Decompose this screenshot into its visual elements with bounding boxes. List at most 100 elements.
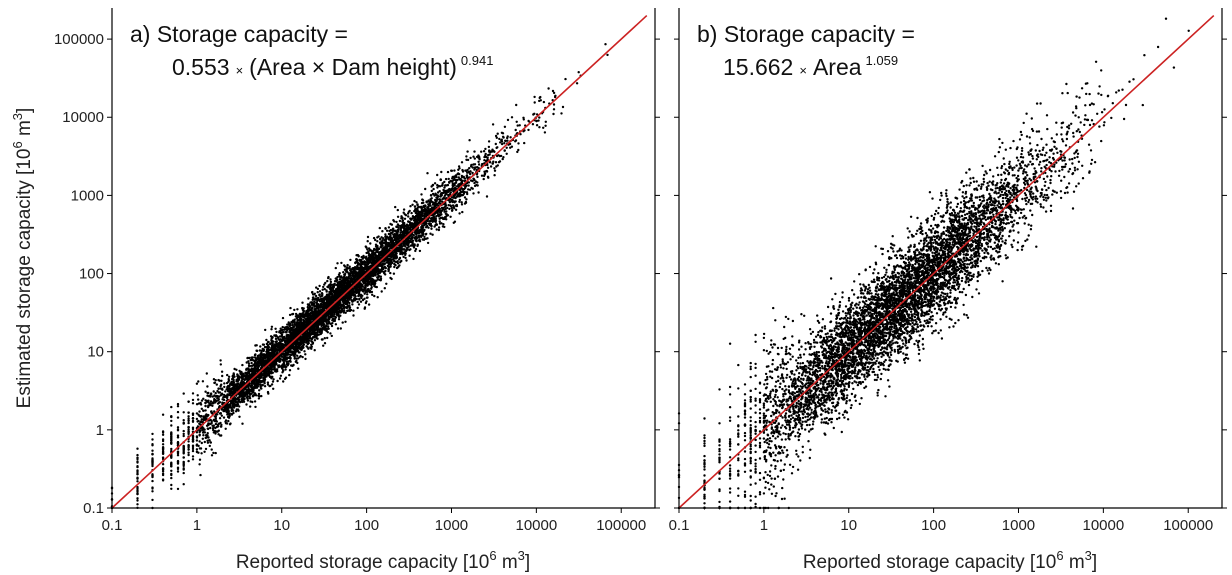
panel-a-point [516,124,519,127]
panel-a-point [443,225,446,229]
panel-a-point [440,170,443,174]
panel-a-point [357,294,360,298]
panel-a-point [161,443,165,446]
panel-a-point [446,170,450,174]
panel-a-point [402,208,406,211]
panel-a-point [404,256,407,260]
panel-a-point [151,479,154,483]
panel-a-point [356,258,359,262]
panel-a-point [170,435,173,439]
panel-a-point [195,439,199,442]
panel-a-point [402,255,405,259]
panel-a-point [454,196,457,200]
panel-a-point [363,286,366,289]
panel-a-point [518,124,521,127]
panel-a-point [310,338,313,341]
panel-a-point [254,405,257,409]
panel-a-point [374,238,377,242]
panel-a-point [458,212,461,215]
panel-a-point [483,170,486,173]
panel-a-point [151,452,154,456]
panel-a-point [170,439,173,442]
panel-a-point [207,413,210,417]
panel-a-point [222,416,226,419]
panel-a-point [220,370,224,373]
panel-a-point [271,380,275,383]
panel-a-point [468,167,471,170]
panel-a-point [182,463,185,466]
panel-a-point [455,185,459,188]
panel-a-point [517,142,520,145]
panel-a-point [484,147,487,151]
panel-a-point [191,447,195,451]
panel-a-point [473,181,476,185]
panel-a-point [477,160,480,163]
panel-a-point [367,303,371,306]
panel-a-point [170,424,173,427]
panel-a-point [531,123,535,126]
panel-a-point [460,201,463,204]
panel-a-point [471,166,474,169]
panel-a-point [268,342,272,346]
panel-a-point [494,142,497,146]
panel-a-point [272,387,275,390]
panel-a-point [458,200,461,203]
panel-a-point [220,425,223,428]
panel-a-point [280,333,284,336]
panel-a-point [204,404,207,408]
panel-a-point [204,447,208,451]
panel-a-point [191,398,195,402]
panel-a-point [417,234,420,237]
panel-a-point [209,400,213,403]
panel-a-point [564,77,567,81]
panel-a-point [323,297,327,300]
panel-a-point [227,375,231,378]
panel-a-point [389,271,392,275]
panel-a-point [314,294,318,298]
panel-a-point [412,257,415,261]
panel-a-point [324,281,327,285]
panel-a-point [136,461,139,464]
panel-a-point [330,283,333,286]
panel-a-point [210,448,213,451]
panel-a-point [270,325,274,328]
panel-a-point [420,201,424,205]
panel-a-point [176,462,180,465]
panel-a-point [345,266,349,269]
panel-a-point [403,244,406,247]
panel-a-point [443,186,446,189]
panel-a-point [254,344,257,347]
panel-a: 0.1 1 10 100 1000 10000 100000 0.1110100100010… [10,8,660,573]
panel-a-point [390,277,393,281]
panel-a-point [506,118,510,122]
panel-a-point [398,264,401,267]
panel-a-point [344,302,347,305]
panel-a-point [477,163,481,166]
panel-a-point [311,293,315,296]
panel-a-point [502,136,505,139]
panel-a-point [352,309,355,312]
panel-a-point [457,176,460,179]
panel-a-point [476,175,479,179]
panel-a-point [385,282,388,285]
panel-a-point [230,413,234,416]
panel-a-point [293,308,296,312]
panel-a-point [176,441,180,444]
panel-a-point [517,148,520,152]
panel-a-point [485,195,489,198]
panel-a-point [212,378,216,381]
panel-a-point [435,215,438,218]
panel-a-point [544,124,547,128]
panel-a-point [187,448,190,451]
panel-a-point [414,247,418,251]
panel-a-point [552,108,556,111]
panel-a-point [232,372,235,375]
panel-a-point [263,385,267,388]
panel-a-point [544,120,547,124]
panel-a-point [433,182,437,185]
panel-a-point [438,220,441,223]
panel-a-point [538,126,541,129]
panel-a-point [438,190,441,193]
panel-a-point [290,320,293,324]
